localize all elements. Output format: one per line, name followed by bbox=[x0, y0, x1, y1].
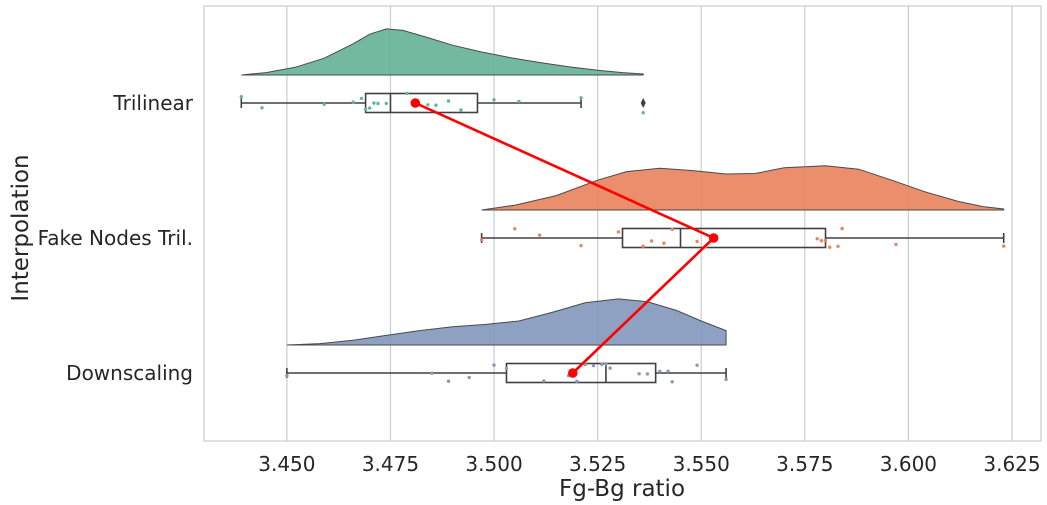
rain-point-2-5 bbox=[504, 366, 509, 371]
x-axis-label: Fg-Bg ratio bbox=[559, 476, 685, 502]
rain-point-0-5 bbox=[363, 107, 368, 112]
x-tick-label-5: 3.575 bbox=[776, 452, 833, 476]
rain-point-2-13 bbox=[608, 366, 612, 370]
y-tick-label-1: Fake Nodes Tril. bbox=[38, 226, 193, 250]
rain-point-0-16 bbox=[517, 99, 521, 104]
density-cloud-2 bbox=[286, 298, 727, 346]
rain-point-2-8 bbox=[575, 379, 579, 383]
rain-point-0-18 bbox=[641, 111, 645, 115]
rain-point-2-0 bbox=[285, 374, 289, 378]
rain-point-2-16 bbox=[658, 369, 662, 373]
rain-point-2-4 bbox=[492, 363, 496, 367]
rain-point-0-13 bbox=[446, 99, 451, 103]
rain-point-1-9 bbox=[695, 239, 699, 244]
density-cloud-1 bbox=[481, 165, 1005, 211]
rain-point-1-6 bbox=[649, 239, 654, 243]
rain-point-1-5 bbox=[641, 244, 645, 248]
mean-line bbox=[410, 98, 719, 378]
rain-point-1-0 bbox=[479, 238, 484, 242]
rain-point-0-9 bbox=[384, 101, 388, 106]
rain-point-0-2 bbox=[322, 102, 326, 107]
x-tick-label-3: 3.525 bbox=[569, 452, 626, 476]
box-1 bbox=[621, 227, 827, 249]
mean-point-2 bbox=[568, 368, 578, 378]
rain-point-0-10 bbox=[405, 91, 409, 96]
y-tick-labels: Trilinear Fake Nodes Tril. Downscaling bbox=[38, 91, 194, 385]
rain-point-1-12 bbox=[815, 237, 819, 241]
rain-point-0-0 bbox=[239, 95, 243, 99]
y-tick-label-0: Trilinear bbox=[112, 91, 193, 115]
rain-point-2-18 bbox=[670, 380, 674, 384]
rain-points bbox=[239, 91, 1006, 384]
rain-point-0-14 bbox=[459, 108, 463, 112]
rain-point-0-17 bbox=[579, 96, 583, 100]
rain-point-1-19 bbox=[1002, 244, 1006, 248]
rain-point-2-1 bbox=[430, 371, 434, 375]
rain-point-2-3 bbox=[467, 375, 471, 380]
rain-point-0-6 bbox=[368, 106, 372, 110]
rain-point-1-17 bbox=[840, 226, 844, 231]
x-tick-labels: 3.450 3.475 3.500 3.525 3.550 3.575 3.600 3.625 bbox=[258, 452, 1040, 476]
rain-point-1-16 bbox=[836, 244, 840, 248]
rain-point-1-2 bbox=[537, 233, 542, 237]
mean-point-0 bbox=[410, 98, 421, 108]
rain-point-0-15 bbox=[492, 98, 496, 102]
rain-point-2-15 bbox=[645, 372, 650, 376]
y-axis-label: Interpolation bbox=[8, 154, 34, 301]
rain-point-2-12 bbox=[604, 362, 608, 366]
rain-point-1-8 bbox=[670, 227, 674, 231]
rain-point-2-19 bbox=[695, 363, 699, 367]
rain-point-1-15 bbox=[828, 245, 832, 249]
rain-point-1-4 bbox=[616, 230, 621, 234]
mean-point-1 bbox=[708, 233, 719, 243]
x-tick-label-0: 3.450 bbox=[258, 452, 315, 476]
rain-point-2-10 bbox=[591, 363, 596, 368]
rain-point-1-3 bbox=[579, 243, 583, 248]
rain-point-2-11 bbox=[600, 362, 604, 367]
rain-point-2-17 bbox=[666, 369, 670, 373]
x-tick-label-2: 3.500 bbox=[465, 452, 522, 476]
rain-point-1-7 bbox=[662, 241, 666, 245]
rain-point-0-7 bbox=[372, 101, 376, 105]
rain-point-2-2 bbox=[446, 379, 451, 383]
x-tick-label-7: 3.625 bbox=[983, 452, 1040, 476]
rain-point-0-11 bbox=[426, 103, 430, 107]
rain-point-1-14 bbox=[823, 238, 828, 243]
y-tick-label-2: Downscaling bbox=[66, 361, 193, 385]
plot-area bbox=[203, 5, 1042, 442]
rain-point-0-12 bbox=[434, 103, 438, 107]
rain-point-0-1 bbox=[260, 106, 264, 110]
rain-point-0-3 bbox=[351, 100, 355, 104]
rain-point-1-1 bbox=[513, 227, 517, 231]
x-tick-label-1: 3.475 bbox=[362, 452, 419, 476]
x-tick-label-4: 3.550 bbox=[673, 452, 730, 476]
box-0 bbox=[364, 92, 479, 114]
x-tick-label-6: 3.600 bbox=[880, 452, 937, 476]
rain-point-2-14 bbox=[637, 372, 641, 376]
density-cloud-0 bbox=[241, 28, 644, 76]
rain-point-1-13 bbox=[819, 239, 824, 243]
density-clouds bbox=[241, 28, 1005, 346]
rain-point-1-18 bbox=[894, 242, 898, 247]
rain-point-0-4 bbox=[359, 96, 364, 101]
outlier-0-0 bbox=[640, 98, 646, 108]
rain-point-2-20 bbox=[724, 377, 728, 382]
rain-point-0-8 bbox=[376, 101, 380, 106]
rain-point-2-6 bbox=[542, 379, 546, 383]
